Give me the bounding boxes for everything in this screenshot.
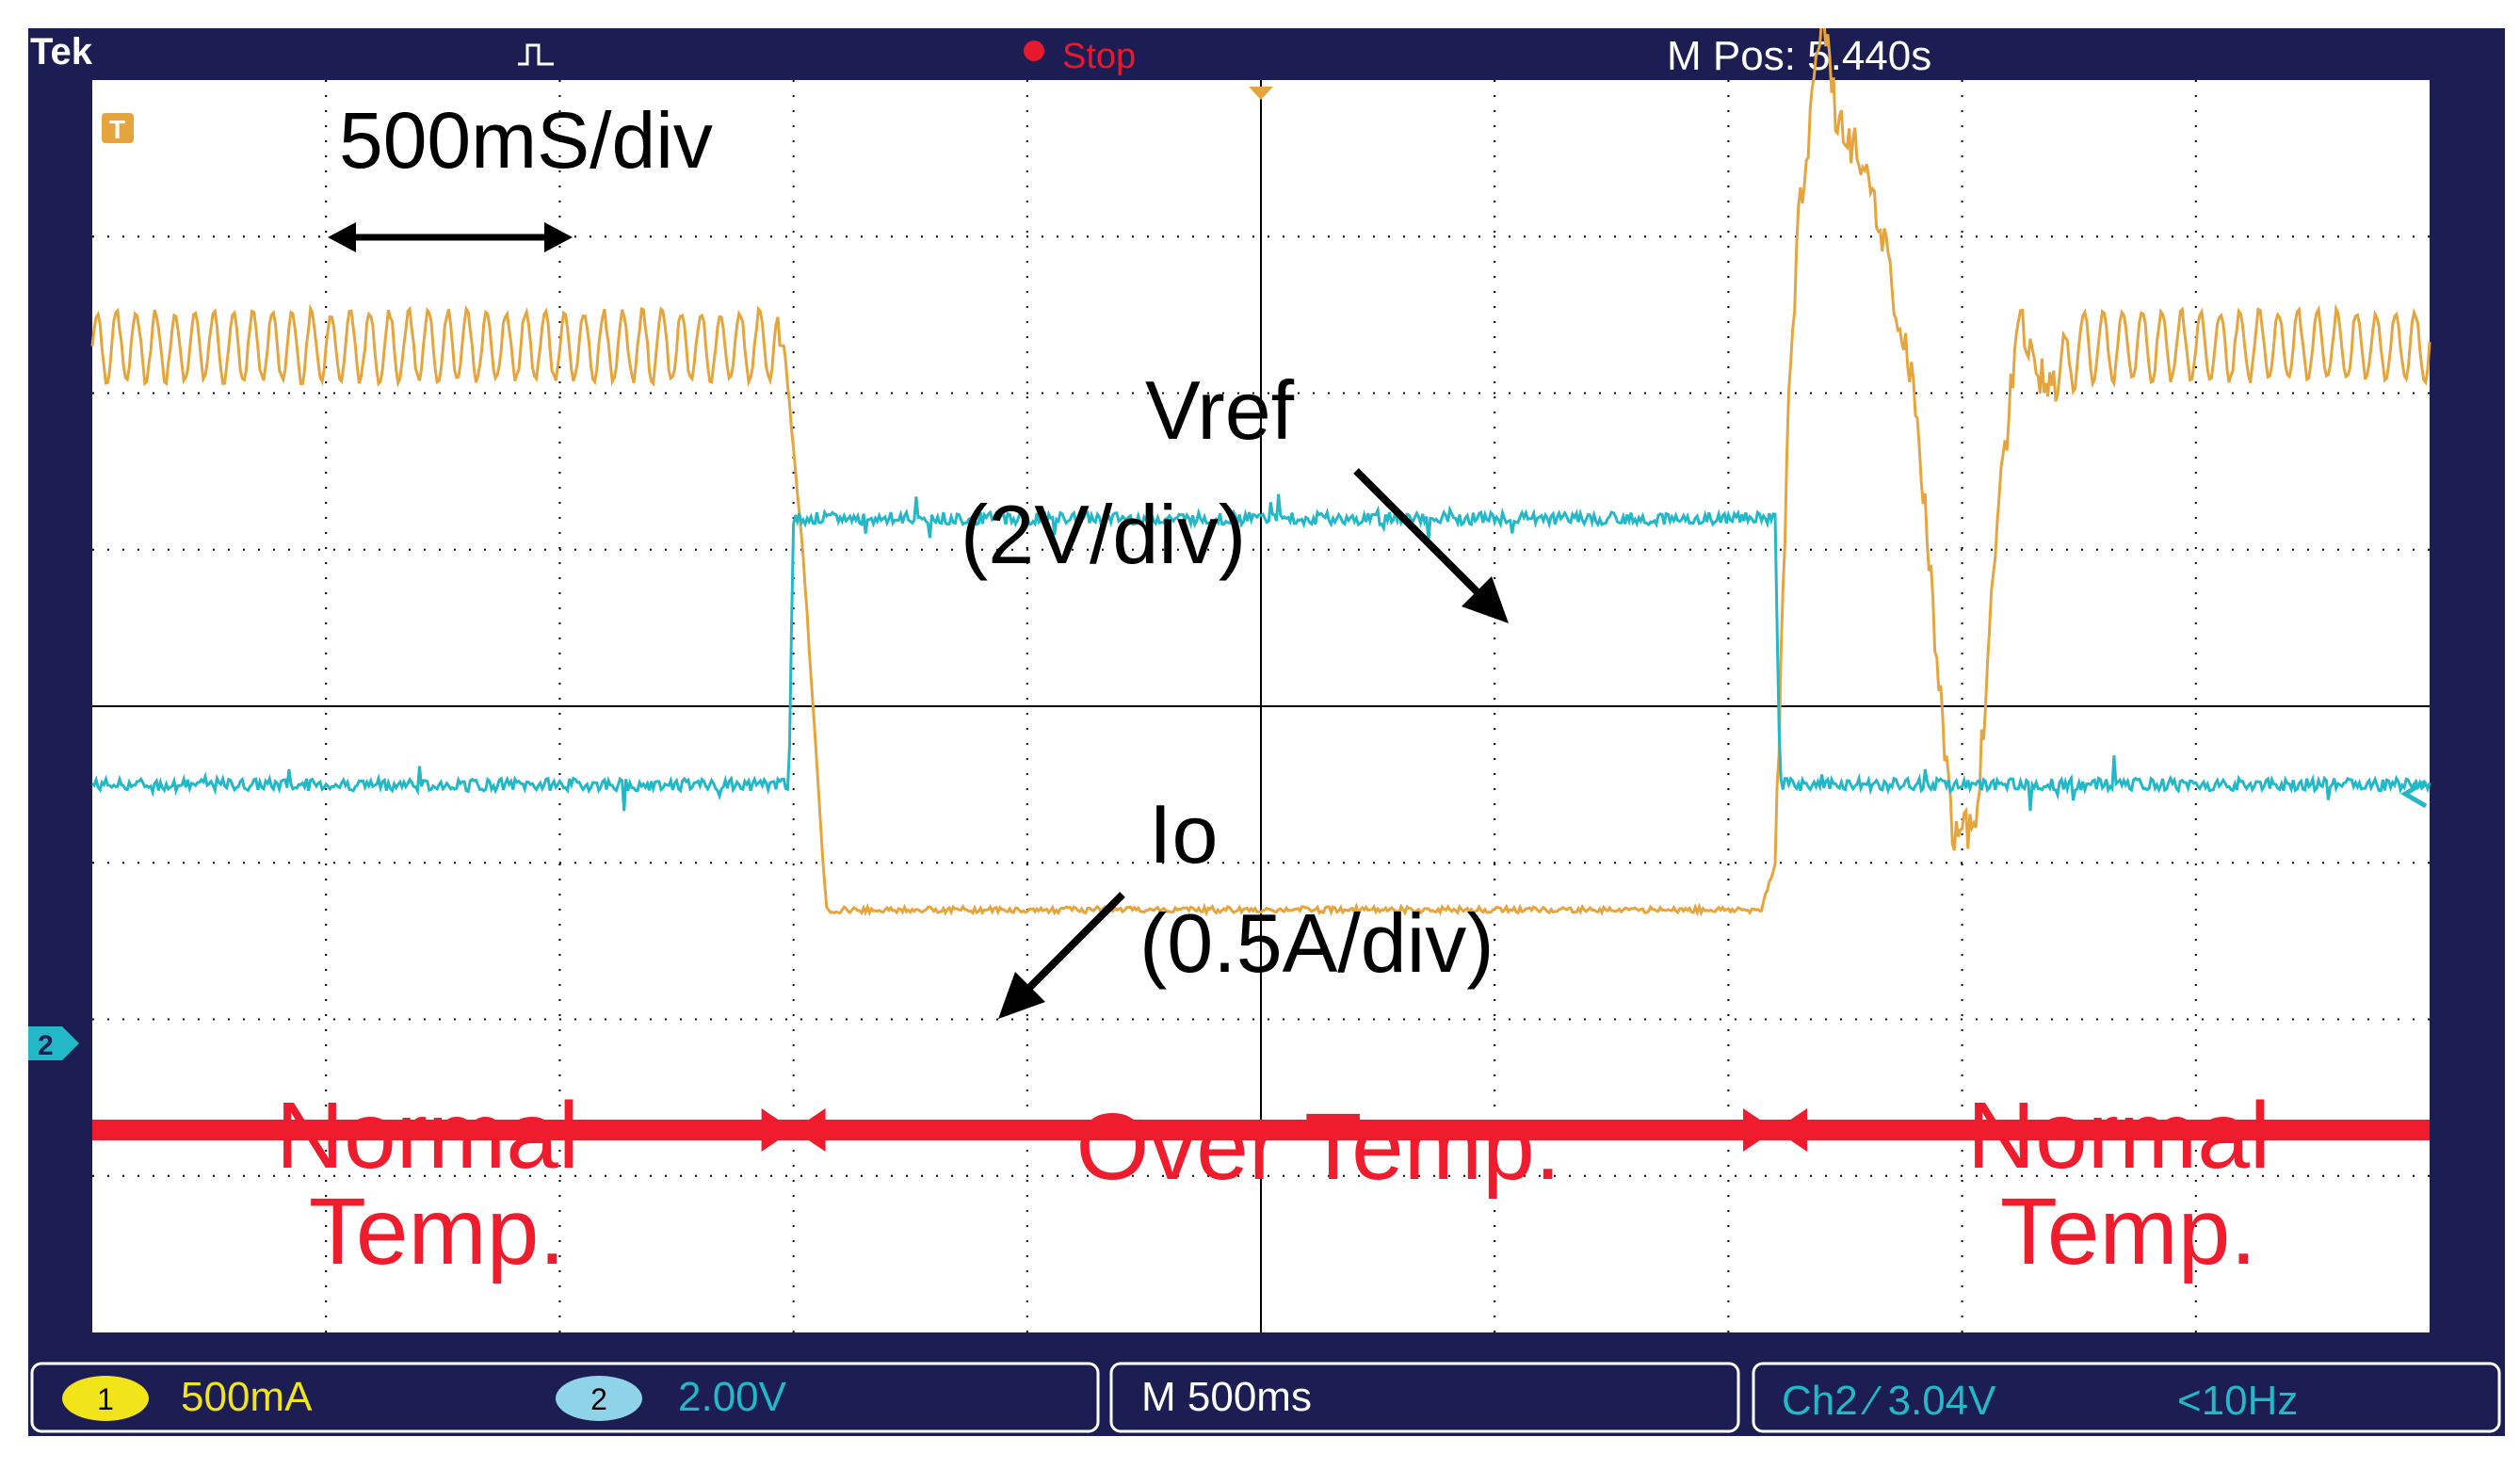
vref-pointer-arrow (1353, 468, 1509, 623)
trigger-readout[interactable]: Ch2 ⁄ 3.04V (1782, 1378, 1996, 1424)
region-boundary-arrows-1 (761, 1108, 826, 1152)
timebase-readout[interactable]: M 500ms (1141, 1374, 1312, 1420)
brand-label: Tek (30, 31, 93, 73)
ch2-scale-readout[interactable]: 2 2.00V (556, 1374, 787, 1421)
ch2-scale: 2.00V (678, 1374, 787, 1420)
trigger-level-label: T (109, 115, 125, 144)
io-trace (90, 28, 2431, 917)
io-annotation-scale: (0.5A/div) (1139, 896, 1494, 990)
region-bar-line (92, 1120, 2430, 1140)
region-label-normal-1-line2: Temp. (309, 1179, 565, 1284)
ch2-ground-marker: 2 (28, 1026, 79, 1061)
oscilloscope-frame: Tek Stop M Pos: 5.440s T 2 500mS/div Vre… (28, 28, 2505, 1436)
horizontal-position-readout: M Pos: 5.440s (1667, 33, 1931, 79)
timebase-span-arrow (328, 222, 573, 252)
region-label-normal-2-line2: Temp. (2000, 1179, 2256, 1284)
run-state-label: Stop (1062, 37, 1136, 76)
temperature-region-bar (92, 1108, 2430, 1152)
vref-annotation-title: Vref (1145, 363, 1295, 457)
run-state-icon (1024, 40, 1044, 61)
vref-trace (91, 493, 2431, 812)
ch2-number: 2 (590, 1382, 607, 1416)
waveforms (90, 28, 2431, 917)
io-annotation-title: Io (1149, 787, 1218, 880)
io-pointer-arrow (998, 892, 1125, 1019)
vref-annotation-scale: (2V/div) (961, 488, 1246, 581)
pulse-acquire-icon (518, 43, 554, 66)
region-label-over-temp: Over Temp. (1076, 1094, 1561, 1200)
ch2-ground-label: 2 (38, 1030, 54, 1061)
region-label-normal-2-line1: Normal (1967, 1083, 2270, 1188)
trigger-level-marker: T (102, 113, 134, 144)
ch1-scale: 500mA (181, 1374, 313, 1420)
ch1-scale-readout[interactable]: 1 500mA (62, 1374, 313, 1421)
timebase-annotation: 500mS/div (339, 96, 713, 185)
trigger-position-marker (1249, 87, 1273, 100)
footer-bar: 1 500mA 2 2.00V M 500ms Ch2 ⁄ 3.04V <10H… (30, 1362, 2501, 1433)
frequency-readout: <10Hz (2177, 1378, 2298, 1424)
region-boundary-arrows-2 (1743, 1108, 1808, 1152)
region-label-normal-1-line1: Normal (276, 1083, 579, 1188)
ch1-number: 1 (97, 1382, 114, 1416)
oscilloscope-display: Tek Stop M Pos: 5.440s T 2 500mS/div Vre… (28, 28, 2501, 1433)
